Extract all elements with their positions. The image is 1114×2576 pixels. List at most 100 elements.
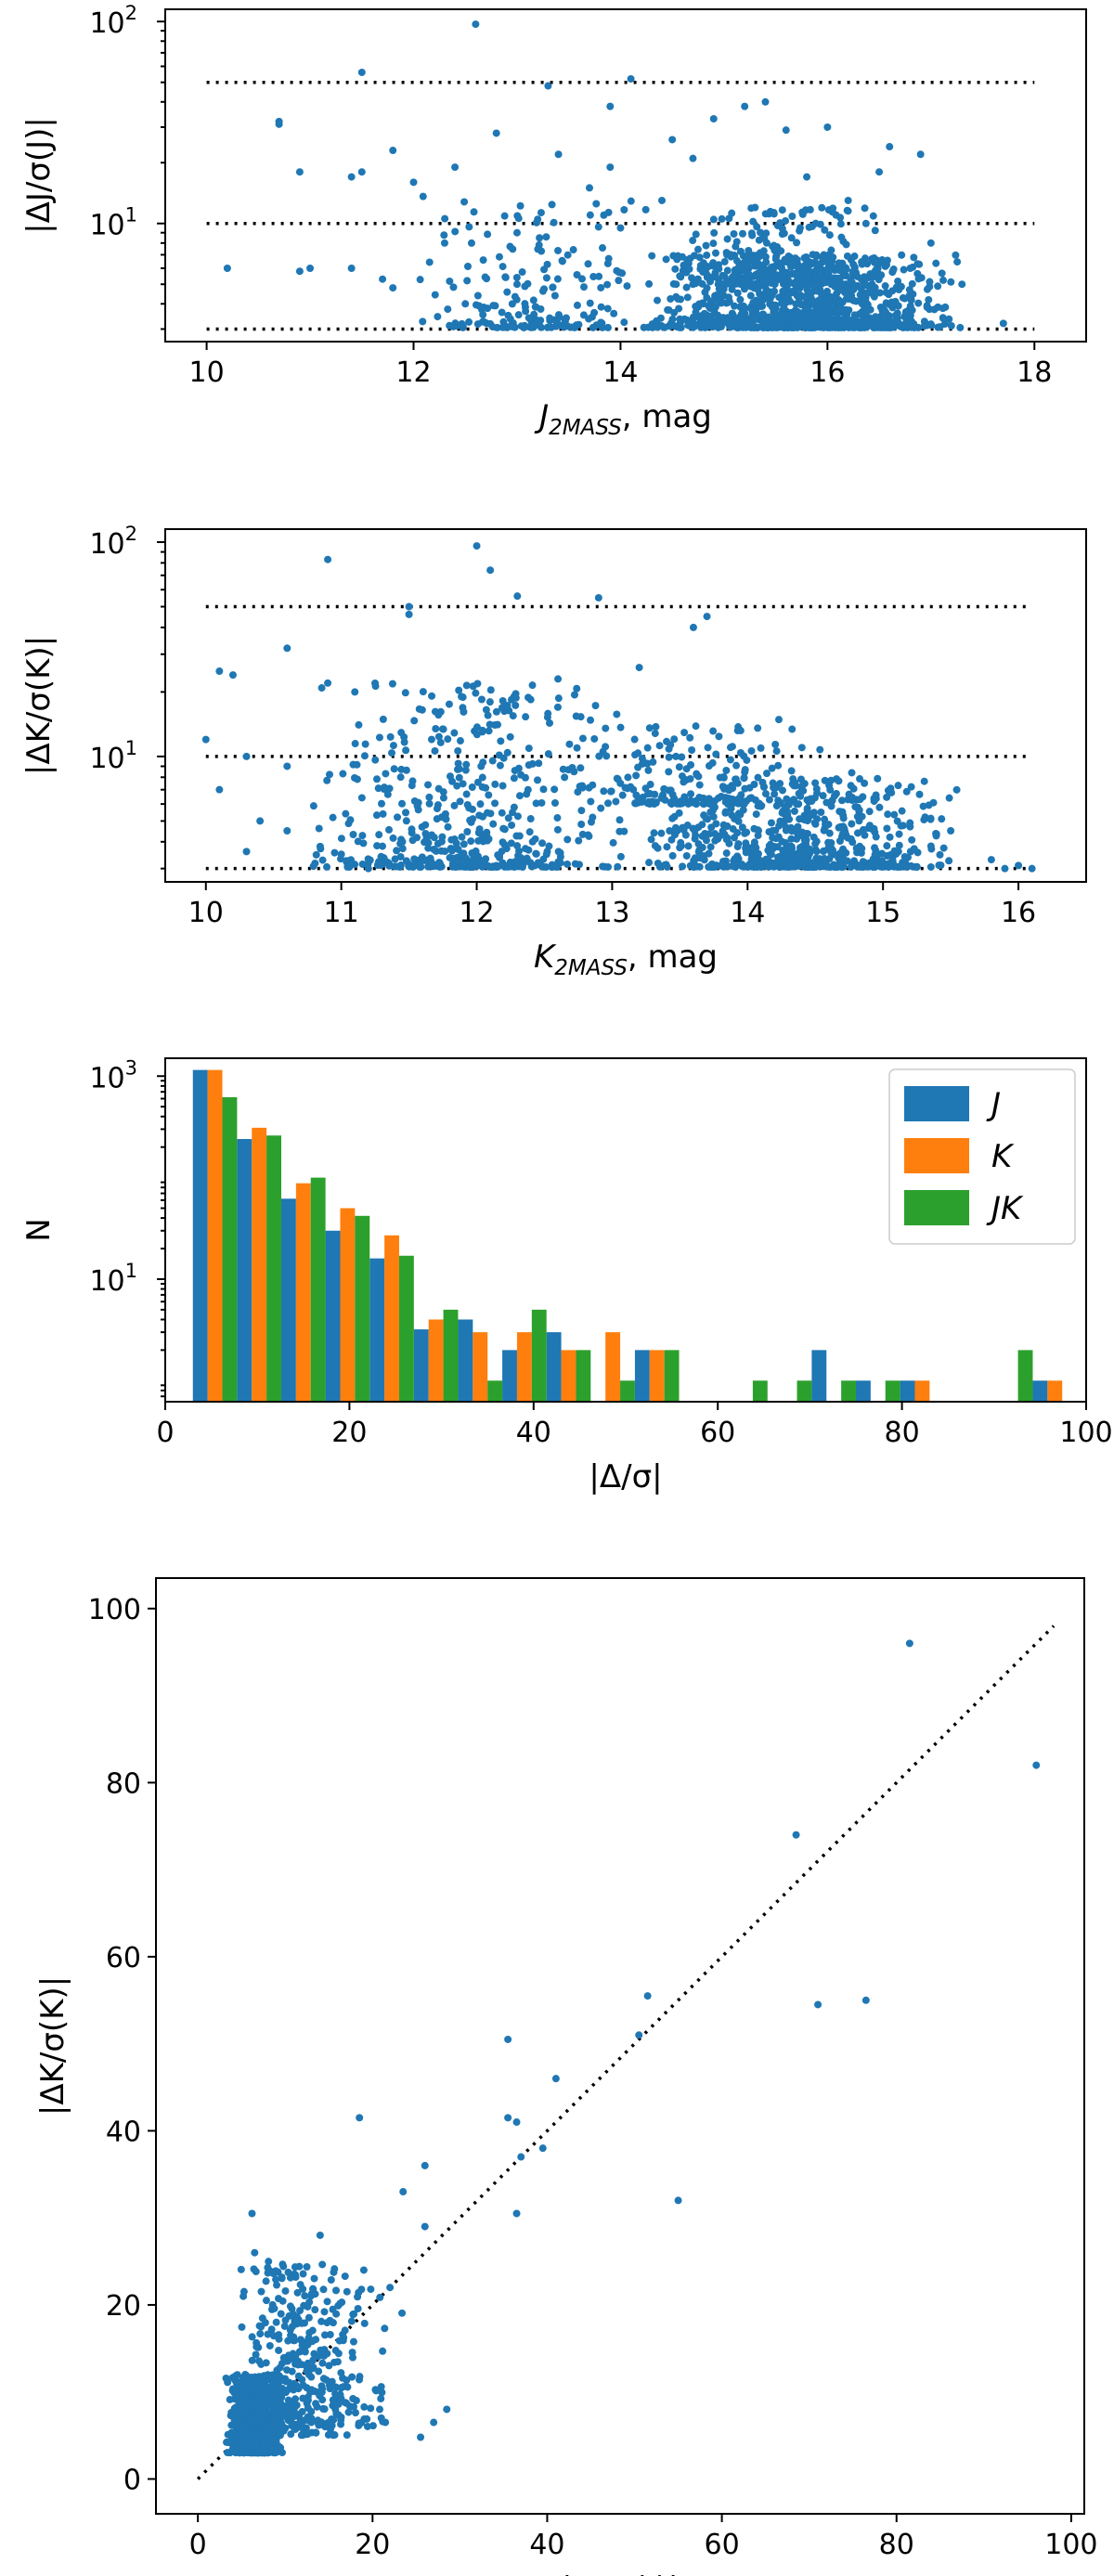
- scatter-point: [618, 269, 627, 278]
- scatter-point: [854, 829, 862, 837]
- scatter-point: [810, 267, 819, 276]
- scatter-point: [614, 775, 622, 783]
- y-tick-exponent: 1: [125, 204, 137, 227]
- bar-jk: [797, 1380, 812, 1402]
- scatter-point: [682, 851, 691, 860]
- scatter-point: [687, 761, 695, 770]
- scatter-point: [478, 305, 486, 314]
- scatter-point: [546, 314, 554, 322]
- scatter-point: [793, 269, 801, 278]
- scatter-point: [826, 785, 835, 794]
- scatter-point: [320, 2308, 329, 2316]
- scatter-point: [506, 315, 514, 323]
- scatter-point: [736, 247, 745, 255]
- scatter-point: [591, 702, 600, 710]
- scatter-point: [378, 2388, 386, 2397]
- scatter-point: [363, 2422, 371, 2430]
- scatter-point: [736, 861, 745, 869]
- scatter-point: [698, 317, 706, 325]
- scatter-point: [667, 797, 676, 806]
- bar-k: [207, 1069, 223, 1402]
- scatter-point: [515, 792, 524, 800]
- scatter-point: [672, 280, 680, 289]
- scatter-point: [731, 855, 739, 863]
- scatter-point: [359, 2266, 368, 2274]
- scatter-point: [468, 805, 476, 813]
- x-tick-label: 0: [156, 1417, 174, 1449]
- scatter-point: [824, 267, 833, 276]
- scatter-point: [916, 150, 925, 159]
- scatter-point: [910, 253, 918, 262]
- scatter-point: [754, 832, 762, 840]
- scatter-point: [323, 2298, 331, 2306]
- scatter-point: [430, 846, 438, 854]
- scatter-point: [767, 819, 775, 827]
- x-tick-label: 0: [189, 2529, 207, 2561]
- scatter-point: [528, 759, 537, 768]
- scatter-point: [554, 246, 563, 254]
- scatter-point: [888, 266, 897, 275]
- scatter-point: [914, 275, 923, 283]
- scatter-point: [474, 828, 483, 836]
- scatter-point: [295, 168, 304, 176]
- scatter-point: [454, 746, 462, 755]
- scatter-point: [939, 314, 947, 322]
- scatter-point: [661, 796, 669, 804]
- scatter-point: [660, 785, 668, 794]
- scatter-point: [677, 838, 685, 847]
- scatter-point: [822, 296, 830, 304]
- scatter-point: [462, 790, 471, 798]
- scatter-point: [446, 277, 454, 285]
- scatter-point: [343, 2376, 351, 2385]
- scatter-point: [228, 2445, 237, 2453]
- scatter-point: [538, 839, 547, 848]
- scatter-point: [848, 820, 856, 828]
- scatter-point: [381, 2324, 389, 2333]
- scatter-point: [743, 318, 751, 327]
- scatter-point: [491, 799, 499, 808]
- scatter-point: [223, 264, 231, 272]
- scatter-point: [809, 312, 817, 320]
- scatter-point: [492, 707, 500, 716]
- scatter-point: [741, 766, 749, 774]
- scatter-point: [743, 756, 751, 764]
- scatter-point: [666, 827, 674, 835]
- scatter-point: [770, 210, 778, 218]
- scatter-point: [816, 745, 824, 754]
- scatter-point: [378, 799, 386, 808]
- scatter-point: [309, 2356, 317, 2364]
- scatter-point: [705, 322, 713, 330]
- scatter-point: [371, 756, 380, 764]
- scatter-point: [865, 808, 874, 816]
- scatter-point: [718, 214, 726, 223]
- scatter-point: [706, 297, 715, 305]
- scatter-point: [357, 794, 366, 802]
- scatter-point: [692, 230, 700, 239]
- scatter-point: [770, 842, 778, 850]
- scatter-point: [532, 799, 540, 808]
- scatter-point: [301, 2348, 309, 2356]
- scatter-point: [823, 257, 831, 265]
- scatter-point: [556, 848, 564, 857]
- scatter-point: [699, 794, 707, 802]
- scatter-point: [754, 773, 762, 782]
- scatter-point: [599, 747, 607, 756]
- scatter-point: [329, 813, 337, 822]
- scatter-point: [553, 825, 562, 834]
- scatter-point: [717, 792, 725, 800]
- scatter-point: [874, 774, 882, 783]
- scatter-point: [333, 2358, 342, 2366]
- scatter-point: [551, 291, 559, 300]
- scatter-point: [585, 783, 593, 792]
- scatter-point: [861, 204, 869, 213]
- scatter-point: [242, 848, 251, 856]
- legend-label: JK: [986, 1190, 1024, 1227]
- scatter-point: [532, 316, 540, 324]
- scatter-point: [385, 825, 394, 834]
- scatter-point: [855, 806, 863, 814]
- scatter-point: [771, 246, 779, 254]
- scatter-point: [747, 746, 756, 755]
- y-tick-label: 101: [89, 1260, 137, 1298]
- scatter-point: [553, 703, 562, 711]
